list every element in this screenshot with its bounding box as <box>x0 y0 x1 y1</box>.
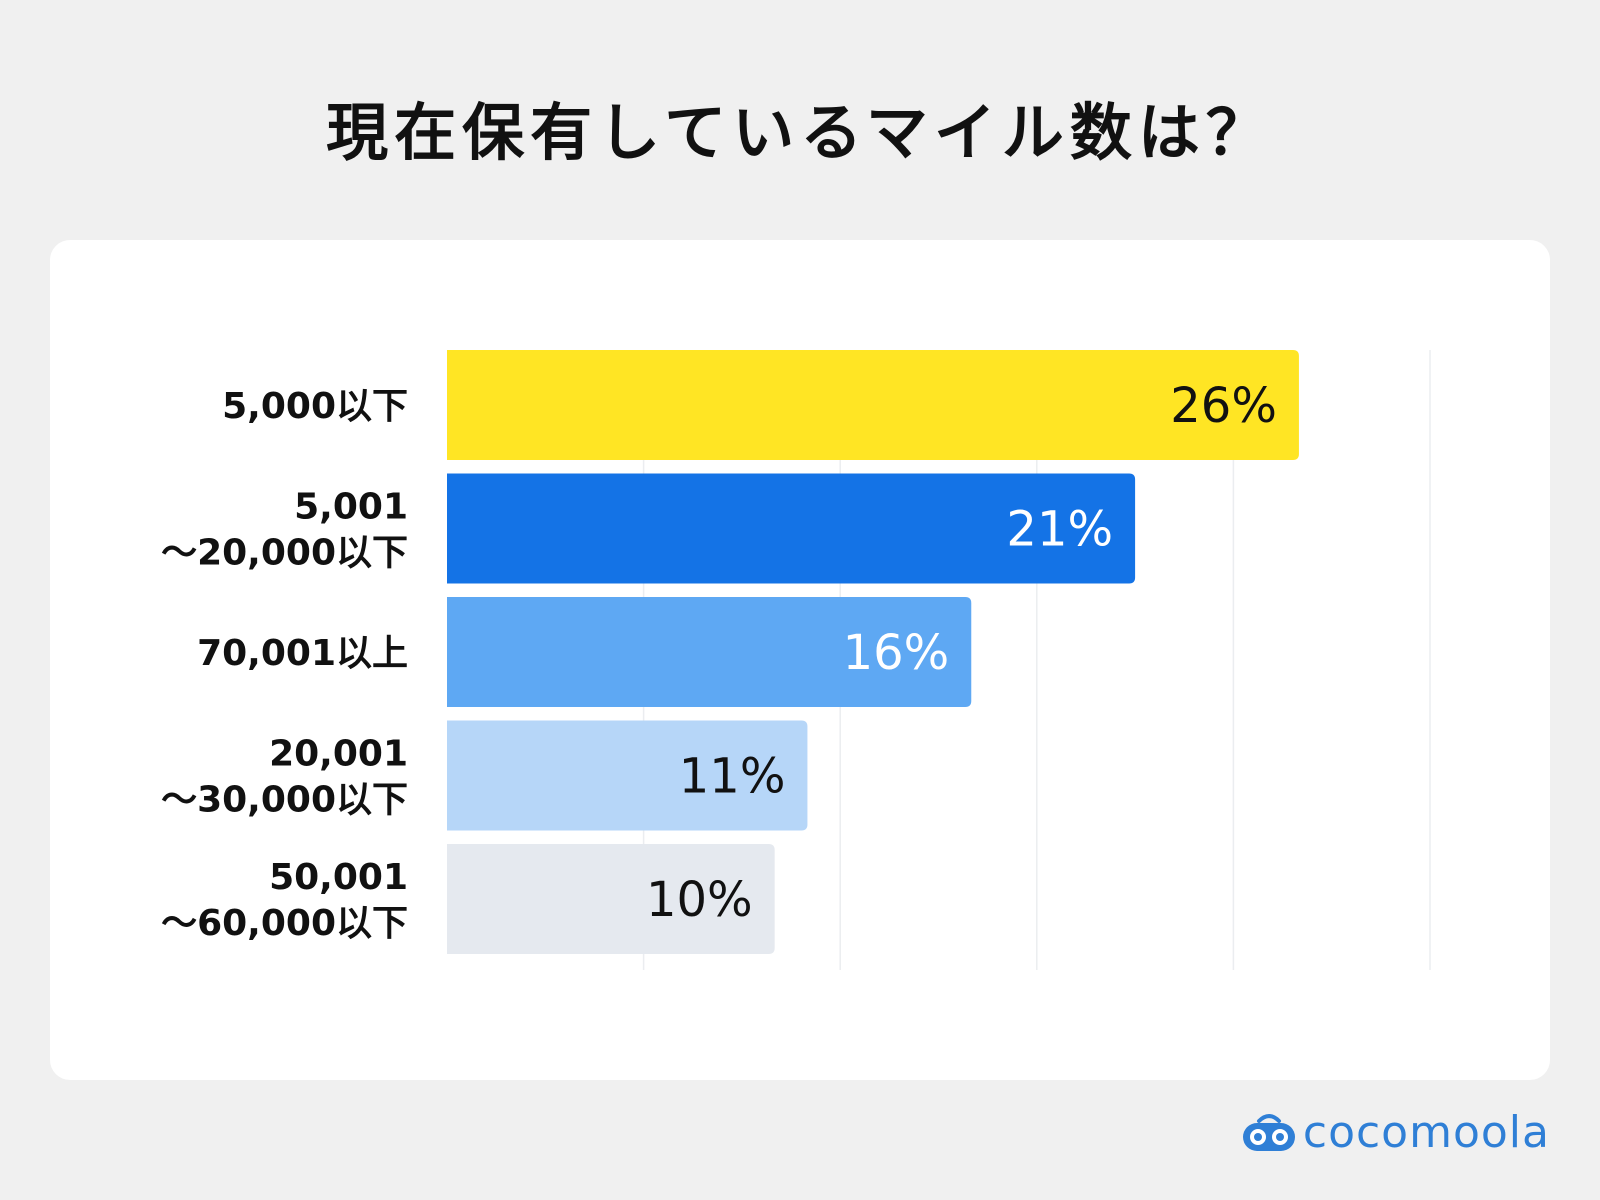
bar <box>447 720 808 831</box>
category-label: 〜30,000以下 <box>161 780 408 821</box>
chart-title: 現在保有しているマイル数は？ <box>326 96 1274 169</box>
bar-value-label: 10% <box>646 872 753 928</box>
brand-logo: cocomoola <box>1241 1107 1550 1158</box>
bar-chart: 26% 5,000以下 21% 5,001 〜20,000以下 16% 70,001以上 11… <box>161 350 1431 970</box>
category-label: 20,001 <box>269 734 408 775</box>
bar <box>447 844 775 954</box>
bar-value-label: 26% <box>1170 378 1277 434</box>
category-label: 〜60,000以下 <box>161 903 408 944</box>
brand-name: cocomoola <box>1302 1107 1550 1158</box>
category-label: 5,001 <box>294 487 408 528</box>
category-label: 50,001 <box>269 857 408 898</box>
category-label: 〜20,000以下 <box>161 533 408 574</box>
bar <box>447 473 1136 584</box>
bar <box>447 350 1299 460</box>
category-label: 5,000以下 <box>222 386 408 427</box>
category-label: 70,001以上 <box>197 633 408 674</box>
bar-value-label: 11% <box>679 749 786 805</box>
bar <box>447 597 972 707</box>
cocomoola-logo-icon <box>1242 1113 1295 1151</box>
bar-value-label: 21% <box>1006 502 1113 558</box>
bar-value-label: 16% <box>843 625 950 681</box>
chart-card: 26% 5,000以下 21% 5,001 〜20,000以下 16% 70,001以上 11… <box>50 240 1550 1080</box>
